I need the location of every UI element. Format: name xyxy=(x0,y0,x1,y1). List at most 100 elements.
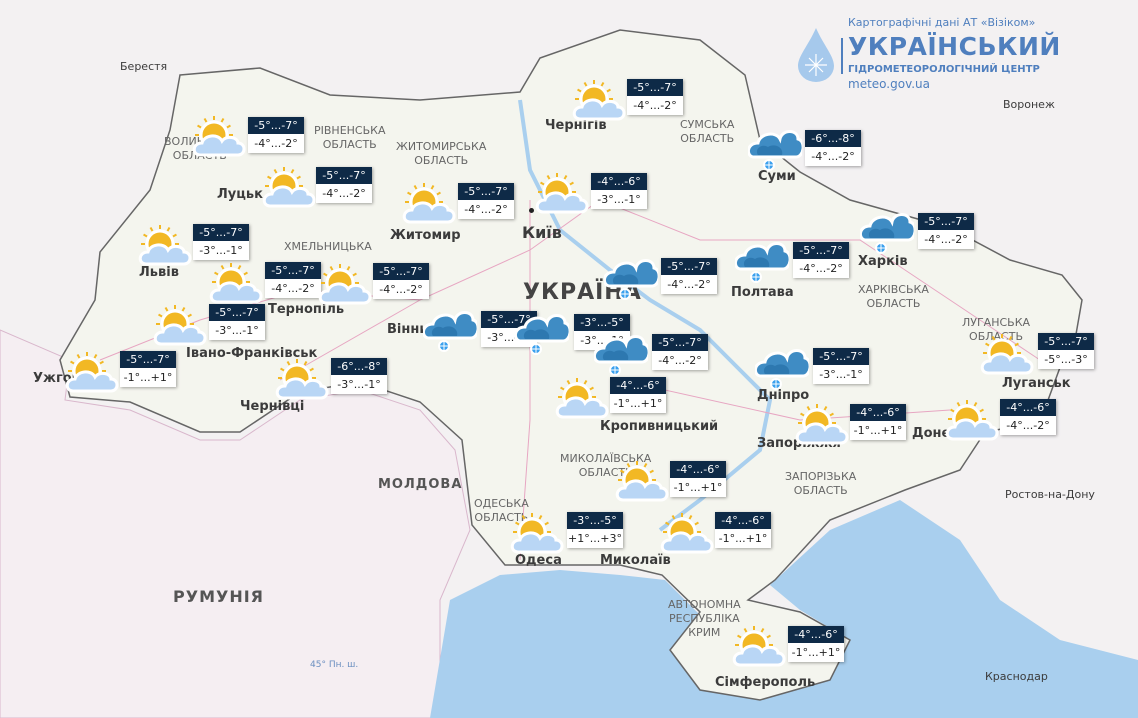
cloud-snow-icon xyxy=(514,309,572,355)
sun-cloud-icon xyxy=(153,304,207,350)
city-ternopil: Тернопіль xyxy=(268,302,345,317)
cloud-snow-icon xyxy=(422,306,480,352)
city-voronezh: Воронеж xyxy=(1003,98,1055,111)
night-temp: -4°...-6° xyxy=(610,377,666,394)
sun-cloud-icon xyxy=(318,263,372,309)
night-temp: -5°...-7° xyxy=(918,213,974,230)
day-temp: -4°...-2° xyxy=(458,200,514,219)
logo-url[interactable]: meteo.gov.ua xyxy=(848,77,931,91)
sun-cloud-icon xyxy=(660,512,714,558)
city-lviv: Львів xyxy=(139,265,179,280)
city-mykolaiv: Миколаїв xyxy=(600,553,671,568)
night-temp: -5°...-7° xyxy=(248,117,304,134)
sun-cloud-icon xyxy=(262,166,316,212)
night-temp: -5°...-7° xyxy=(209,304,265,321)
sun-cloud-icon xyxy=(732,625,786,671)
night-temp: -5°...-7° xyxy=(373,263,429,280)
sun-cloud-icon xyxy=(209,262,263,308)
day-temp: -1°...+1° xyxy=(850,421,906,440)
cloud-snow-icon xyxy=(593,330,651,376)
logo-subtitle: ГІДРОМЕТЕОРОЛОГІЧНИЙ ЦЕНТР xyxy=(848,64,1040,75)
city-ivano-frankivsk: Івано-Франківськ xyxy=(186,346,318,361)
region-mykolaiv: МИКОЛАЇВСЬКА ОБЛАСТЬ xyxy=(560,452,652,479)
region-khmelnytskyi: ХМЕЛЬНИЦЬКА xyxy=(284,240,372,253)
sun-cloud-icon xyxy=(535,172,589,218)
city-odesa: Одеса xyxy=(515,553,562,568)
night-temp: -3°...-5° xyxy=(567,512,623,529)
sun-cloud-icon xyxy=(980,333,1034,379)
day-temp: -4°...-2° xyxy=(1000,416,1056,435)
day-temp: -1°...+1° xyxy=(788,643,844,662)
day-temp: -3°...-1° xyxy=(591,190,647,209)
sun-cloud-icon xyxy=(945,399,999,445)
cloud-snow-icon xyxy=(747,125,805,171)
roads xyxy=(99,199,1041,561)
day-temp: -5°...-3° xyxy=(1038,350,1094,369)
cloud-snow-icon xyxy=(734,237,792,283)
night-temp: -5°...-7° xyxy=(813,348,869,365)
day-temp: -4°...-2° xyxy=(918,230,974,249)
region-zhytomyr: ЖИТОМИРСЬКА ОБЛАСТЬ xyxy=(396,140,487,167)
night-temp: -5°...-7° xyxy=(120,351,176,368)
day-temp: -4°...-2° xyxy=(373,280,429,299)
day-temp: -4°...-2° xyxy=(627,96,683,115)
city-dnipro: Дніпро xyxy=(757,388,810,403)
city-berestia: Берестя xyxy=(120,60,168,73)
city-luhansk: Луганськ xyxy=(1002,376,1071,391)
day-temp: +1°...+3° xyxy=(567,529,623,548)
city-kropyvnytskyi: Кропивницький xyxy=(600,419,719,434)
night-temp: -5°...-7° xyxy=(193,224,249,241)
country-moldova: МОЛДОВА xyxy=(378,477,463,492)
region-crimea: АВТОНОМНА РЕСПУБЛІКА КРИМ xyxy=(668,598,741,639)
day-temp: -4°...-2° xyxy=(316,184,372,203)
night-temp: -4°...-6° xyxy=(591,173,647,190)
region-rivne: РІВНЕНСЬКА ОБЛАСТЬ xyxy=(314,124,386,151)
city-kharkiv: Харків xyxy=(858,254,908,269)
sun-cloud-icon xyxy=(192,115,246,161)
city-lutsk: Луцьк xyxy=(217,187,263,202)
city-kyiv: Київ xyxy=(522,223,562,242)
night-temp: -5°...-7° xyxy=(316,167,372,184)
city-chernivtsi: Чернівці xyxy=(240,399,305,414)
city-zhytomyr: Житомир xyxy=(390,228,461,243)
logo-title: УКРАЇНСЬКИЙ xyxy=(848,32,1061,61)
night-temp: -4°...-6° xyxy=(1000,399,1056,416)
night-temp: -5°...-7° xyxy=(1038,333,1094,350)
night-temp: -5°...-7° xyxy=(481,311,537,328)
day-temp: -1°...+1° xyxy=(120,368,176,387)
sun-cloud-icon xyxy=(615,460,669,506)
sun-cloud-icon xyxy=(555,377,609,423)
latitude-label: 45° Пн. ш. xyxy=(310,660,359,670)
day-temp: -1°...+1° xyxy=(670,478,726,497)
sun-cloud-icon xyxy=(275,358,329,404)
night-temp: -3°...-5° xyxy=(574,314,630,331)
day-temp: -3°...-1° xyxy=(193,241,249,260)
region-odesa: ОДЕСЬКА ОБЛАСТЬ xyxy=(474,497,529,524)
day-temp: -1°...+1° xyxy=(715,529,771,548)
capital-marker xyxy=(529,208,534,213)
night-temp: -4°...-6° xyxy=(715,512,771,529)
sun-cloud-icon xyxy=(795,403,849,449)
sun-cloud-icon xyxy=(65,351,119,397)
night-temp: -5°...-7° xyxy=(793,242,849,259)
city-krasnodar: Краснодар xyxy=(985,670,1048,683)
city-rostov: Ростов-на-Дону xyxy=(1005,488,1095,501)
night-temp: -4°...-6° xyxy=(850,404,906,421)
day-temp: -4°...-2° xyxy=(265,279,321,298)
cloud-snow-icon xyxy=(603,254,661,300)
day-temp: -4°...-2° xyxy=(661,275,717,294)
region-kharkiv: ХАРКІВСЬКА ОБЛАСТЬ xyxy=(858,283,929,310)
day-temp: -4°...-2° xyxy=(805,147,861,166)
day-temp: -3°...-1° xyxy=(813,365,869,384)
day-temp: -4°...-2° xyxy=(248,134,304,153)
cloud-snow-icon xyxy=(859,208,917,254)
water-drop-icon xyxy=(798,28,834,82)
region-zaporizhzhia: ЗАПОРІЗЬКА ОБЛАСТЬ xyxy=(785,470,857,497)
sun-cloud-icon xyxy=(402,182,456,228)
night-temp: -4°...-6° xyxy=(788,626,844,643)
night-temp: -6°...-8° xyxy=(805,130,861,147)
city-poltava: Полтава xyxy=(731,285,794,300)
sun-cloud-icon xyxy=(510,512,564,558)
sea xyxy=(430,500,1138,718)
